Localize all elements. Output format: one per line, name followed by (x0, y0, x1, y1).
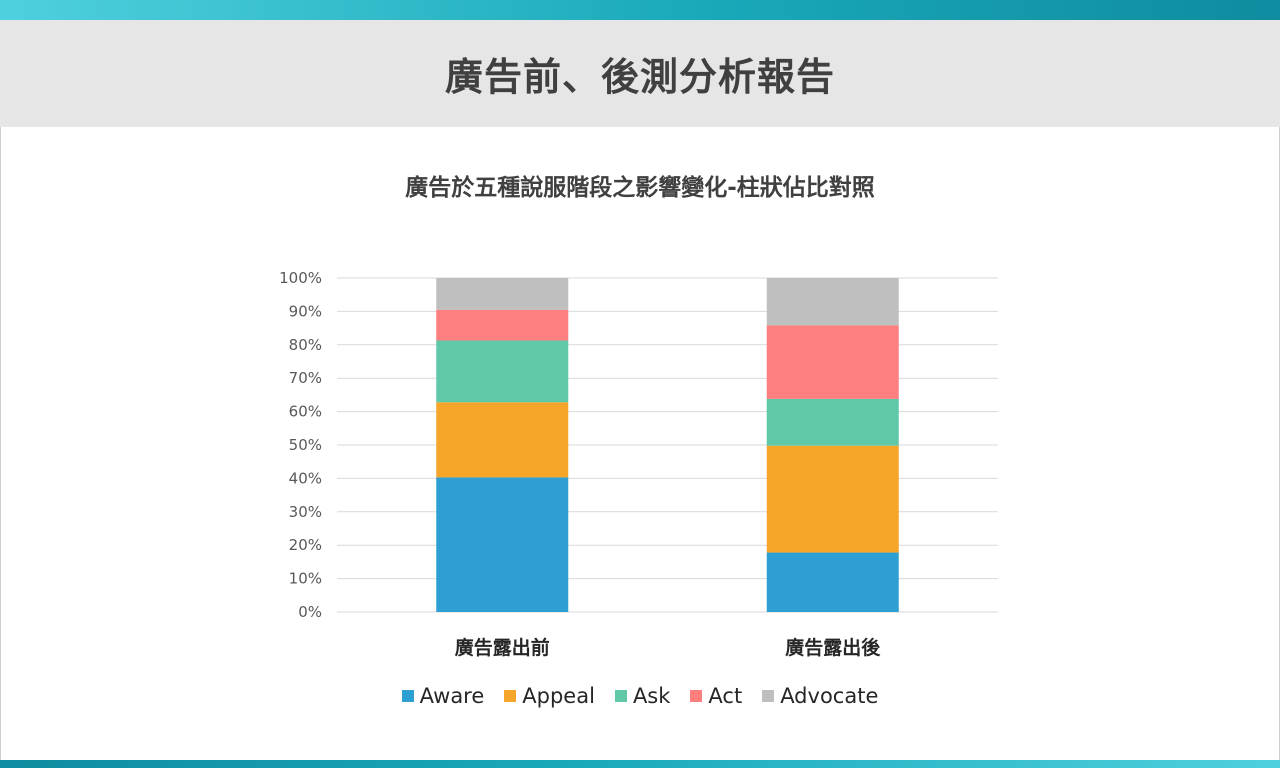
chart-legend: Aware Appeal Ask Act Advocate (0, 684, 1280, 708)
legend-swatch (401, 690, 414, 702)
y-tick-label: 50% (289, 436, 322, 454)
bar-segment-advocate (436, 278, 569, 310)
bar-segment-appeal (766, 445, 899, 553)
y-tick-label: 80% (289, 336, 322, 354)
legend-swatch (690, 690, 703, 702)
legend-swatch (614, 690, 627, 702)
legend-label: Appeal (522, 684, 595, 708)
legend-label: Act (708, 684, 743, 708)
y-tick-label: 60% (289, 403, 322, 421)
bar-segment-appeal (436, 402, 569, 478)
bar-segment-aware (436, 477, 569, 612)
legend-item-act: Act (690, 684, 742, 708)
legend-item-aware: Aware (401, 684, 485, 708)
top-accent-bar (0, 0, 1280, 20)
y-tick-label: 20% (289, 536, 322, 554)
page-header: 廣告前、後測分析報告 (0, 20, 1280, 127)
bar-segment-act (436, 309, 569, 341)
y-tick-label: 30% (289, 503, 322, 521)
y-tick-label: 70% (289, 369, 322, 387)
legend-swatch (504, 690, 517, 702)
chart-title: 廣告於五種說服階段之影響變化-柱狀佔比對照 (405, 175, 875, 201)
x-tick-label: 廣告露出後 (785, 636, 881, 659)
y-tick-label: 100% (279, 269, 322, 287)
y-tick-label: 90% (289, 302, 322, 320)
legend-label: Aware (419, 684, 485, 708)
bottom-accent-bar (0, 760, 1280, 768)
bar-segment-advocate (766, 278, 899, 326)
y-tick-label: 10% (289, 570, 322, 588)
bar-segment-ask (436, 340, 569, 403)
legend-item-appeal: Appeal (504, 684, 595, 708)
bar-segment-act (766, 325, 899, 399)
bar-segment-ask (766, 398, 899, 446)
bar-segment-aware (766, 552, 899, 612)
legend-swatch (762, 690, 775, 702)
x-tick-label: 廣告露出前 (455, 636, 550, 659)
legend-item-advocate: Advocate (762, 684, 878, 708)
page-title: 廣告前、後測分析報告 (444, 55, 835, 99)
y-tick-label: 40% (289, 469, 322, 487)
legend-item-ask: Ask (614, 684, 671, 708)
legend-label: Advocate (780, 684, 879, 708)
y-tick-label: 0% (298, 603, 322, 621)
frame-border-left (0, 127, 1, 760)
legend-label: Ask (632, 684, 671, 708)
